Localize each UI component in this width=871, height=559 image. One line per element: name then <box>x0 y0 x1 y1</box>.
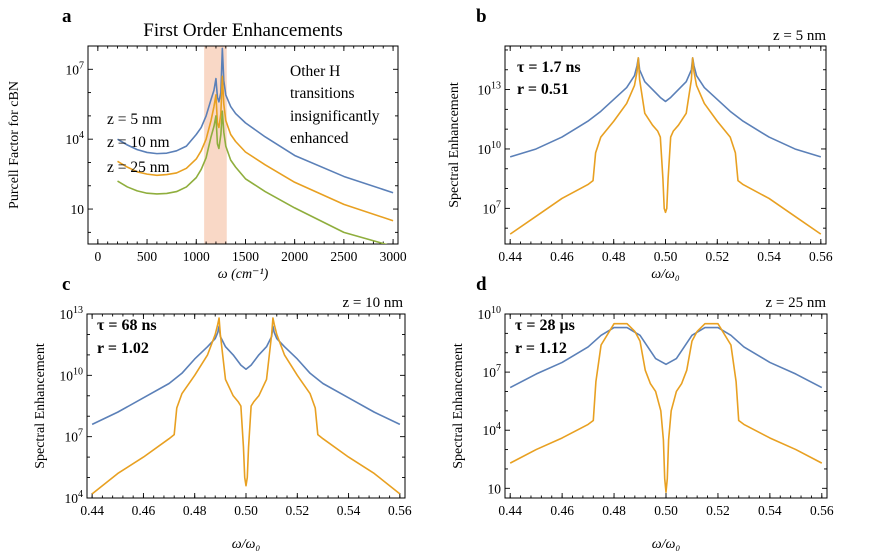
chart-title: First Order Enhancements <box>143 20 342 41</box>
series-line-blue <box>509 326 823 389</box>
y-tick-label: 107 <box>66 60 85 77</box>
x-axis-label: ω/ω₀ <box>652 537 681 552</box>
series-line-orange <box>509 57 822 235</box>
panel-a: 0 500 1000 1500 2000 2500 3000 10 104 107 a ω (cm⁻¹… <box>7 6 407 282</box>
series-line-blue <box>91 325 401 426</box>
x-tick-label: 0.48 <box>183 503 207 518</box>
annotation-line: insignificantly <box>290 108 380 125</box>
x-tick-label: 0.54 <box>337 503 361 518</box>
x-tick-label: 1000 <box>183 249 210 264</box>
panel-label: b <box>476 6 487 27</box>
z-label: z = 25 nm <box>765 295 826 311</box>
y-tick-label: 10 <box>488 481 502 496</box>
r-label: r = 1.02 <box>97 340 149 357</box>
series-line-blue <box>509 57 822 158</box>
x-tick-label: 0.56 <box>810 503 834 518</box>
panel-c: 0.44 0.46 0.48 0.50 0.52 0.54 0.56 104 107 1010 10… <box>33 274 412 552</box>
x-tick-label: 500 <box>137 249 158 264</box>
x-tick-label: 0.44 <box>498 249 522 264</box>
series-line-orange <box>117 75 394 222</box>
x-tick-label: 0.50 <box>654 249 678 264</box>
x-tick-label: 0.54 <box>757 249 781 264</box>
panel-label: a <box>62 6 72 27</box>
y-tick-label: 107 <box>483 199 502 216</box>
annotation-line: Other H <box>290 63 340 80</box>
x-tick-label: 0.44 <box>498 503 522 518</box>
series-label: z = 5 nm <box>107 111 162 128</box>
x-tick-label: 0.46 <box>550 503 574 518</box>
x-tick-label: 0.46 <box>132 503 156 518</box>
x-tick-label: 0.50 <box>234 503 258 518</box>
y-axis-label: Purcell Factor for cBN <box>7 81 22 209</box>
y-tick-label: 107 <box>65 428 84 445</box>
x-tick-label: 2000 <box>281 249 308 264</box>
x-tick-label: 0.50 <box>654 503 678 518</box>
r-label: r = 1.12 <box>515 340 567 357</box>
y-axis-label: Spectral Enhancement <box>33 343 48 469</box>
x-tick-label: 0.56 <box>388 503 412 518</box>
series-group <box>117 47 394 244</box>
panel-d: 0.44 0.46 0.48 0.50 0.52 0.54 0.56 10 104 107 1010… <box>451 274 834 552</box>
x-tick-label: 0 <box>94 249 101 264</box>
z-label: z = 5 nm <box>773 28 826 44</box>
plot-frame <box>87 45 399 245</box>
series-line-green <box>117 110 388 244</box>
x-tick-label: 0.52 <box>705 249 729 264</box>
y-tick-label: 104 <box>483 421 502 438</box>
annotation-line: enhanced <box>290 130 349 147</box>
tau-label: τ = 1.7 ns <box>517 59 581 76</box>
x-tick-label: 0.54 <box>758 503 782 518</box>
x-tick-label: 1500 <box>232 249 259 264</box>
panel-b: 0.44 0.46 0.48 0.50 0.52 0.54 0.56 107 1010 1013 b… <box>447 6 833 282</box>
tau-label: τ = 68 ns <box>97 317 157 334</box>
x-tick-label: 2500 <box>330 249 357 264</box>
r-label: r = 0.51 <box>517 81 569 98</box>
panel-label: c <box>62 274 70 295</box>
series-group <box>509 57 822 235</box>
y-tick-label: 104 <box>66 130 85 147</box>
x-axis-label: ω (cm⁻¹) <box>218 267 269 282</box>
x-tick-label: 0.52 <box>706 503 730 518</box>
y-tick-label: 1010 <box>478 140 502 157</box>
series-group <box>91 317 401 495</box>
y-tick-label: 10 <box>71 202 85 217</box>
panel-label: d <box>476 274 487 295</box>
z-label: z = 10 nm <box>342 295 403 311</box>
x-axis-label: ω/ω₀ <box>651 267 680 282</box>
x-tick-label: 0.44 <box>80 503 104 518</box>
x-tick-label: 0.52 <box>285 503 309 518</box>
x-tick-label: 0.48 <box>602 503 626 518</box>
series-line-orange <box>91 317 401 495</box>
annotation-line: transitions <box>290 85 355 102</box>
tau-label: τ = 28 μs <box>515 317 575 334</box>
x-tick-label: 3000 <box>380 249 407 264</box>
x-axis-label: ω/ω₀ <box>232 537 261 552</box>
series-group <box>509 322 823 493</box>
x-tick-label: 0.46 <box>550 249 574 264</box>
y-tick-label: 1013 <box>478 81 502 98</box>
y-tick-label: 1010 <box>478 305 502 322</box>
series-line-blue <box>117 47 394 194</box>
y-tick-label: 104 <box>65 489 84 506</box>
y-tick-label: 1013 <box>60 305 84 322</box>
series-label: z = 10 nm <box>107 134 170 151</box>
series-label: z = 25 nm <box>107 159 170 176</box>
y-tick-label: 1010 <box>60 366 84 383</box>
y-axis-label: Spectral Enhancement <box>451 343 466 469</box>
y-tick-label: 107 <box>483 363 502 380</box>
x-tick-label: 0.48 <box>602 249 626 264</box>
y-axis-label: Spectral Enhancement <box>447 82 462 208</box>
x-tick-label: 0.56 <box>809 249 833 264</box>
series-line-orange <box>509 322 823 493</box>
